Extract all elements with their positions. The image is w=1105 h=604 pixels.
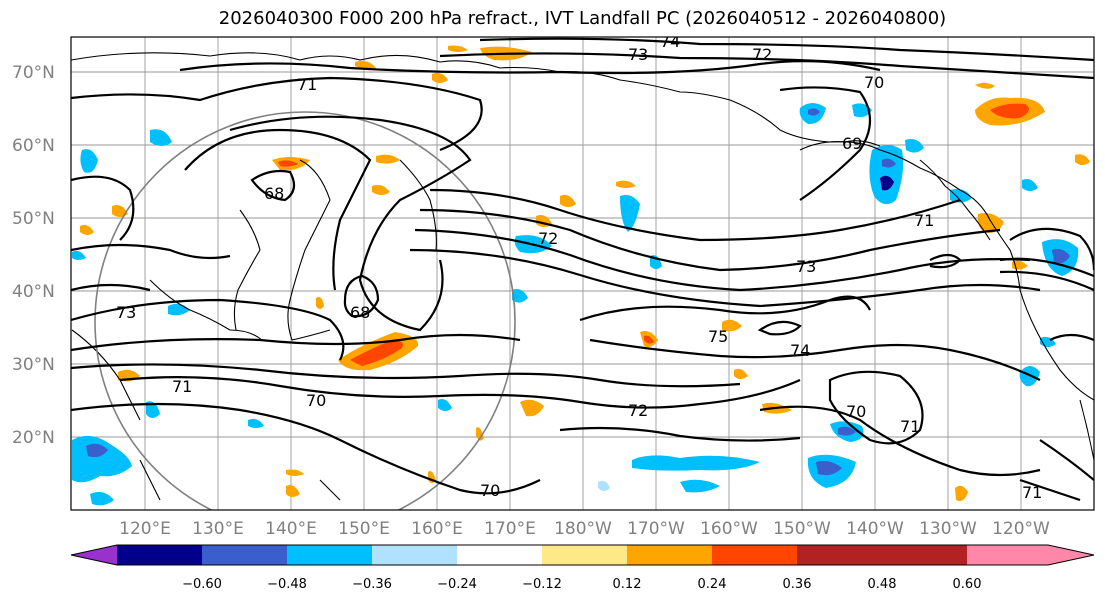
colorbar-bin bbox=[117, 545, 202, 565]
contour-label: 68 bbox=[264, 184, 284, 203]
contour-label: 71 bbox=[297, 75, 317, 94]
lon-label: 140°E bbox=[265, 519, 317, 539]
colorbar-bin bbox=[287, 545, 372, 565]
lat-label: 50°N bbox=[12, 209, 55, 229]
colorbar-extend-low bbox=[71, 545, 117, 565]
contour-label: 71 bbox=[1022, 483, 1042, 502]
lon-label: 160°W bbox=[700, 519, 758, 539]
contour-label: 70 bbox=[864, 73, 884, 92]
contour-label: 74 bbox=[790, 341, 810, 360]
lat-label: 40°N bbox=[12, 282, 55, 302]
colorbar-tick-label: −0.36 bbox=[352, 577, 392, 592]
colorbar-tick-label: −0.12 bbox=[522, 577, 562, 592]
contour-lines bbox=[71, 37, 1094, 502]
contour-labels: 74 73 72 71 70 69 68 73 72 71 73 68 75 7… bbox=[116, 32, 1042, 502]
colorbar-bin bbox=[372, 545, 457, 565]
colorbar-tick-label: 0.24 bbox=[698, 577, 727, 592]
lat-label: 30°N bbox=[12, 355, 55, 375]
map-frame bbox=[70, 36, 1095, 511]
lat-label: 60°N bbox=[12, 136, 55, 156]
colorbar-bin bbox=[457, 545, 542, 565]
coastlines bbox=[71, 52, 1094, 501]
colorbar-outline bbox=[70, 544, 1095, 566]
lon-label: 180°W bbox=[554, 519, 612, 539]
lon-label: 150°E bbox=[338, 519, 390, 539]
lat-label: 70°N bbox=[12, 63, 55, 83]
contour-label: 70 bbox=[306, 391, 326, 410]
colorbar-tick-label: 0.12 bbox=[613, 577, 642, 592]
colorbar-tick-label: −0.48 bbox=[267, 577, 307, 592]
colorbar-tick-label: 0.36 bbox=[783, 577, 812, 592]
lon-label: 150°W bbox=[773, 519, 831, 539]
colorbar-bin bbox=[202, 545, 287, 565]
contour-label: 75 bbox=[708, 327, 728, 346]
longitude-labels: 120°E 130°E 140°E 150°E 160°E 170°E 180°… bbox=[119, 519, 1050, 539]
lon-label: 130°W bbox=[919, 519, 977, 539]
reference-circle bbox=[94, 111, 516, 510]
colorbar-tick-label: 0.48 bbox=[868, 577, 897, 592]
contour-label: 68 bbox=[350, 303, 370, 322]
contour-label: 72 bbox=[628, 401, 648, 420]
colorbar-bin bbox=[967, 545, 1048, 565]
lon-label: 140°W bbox=[846, 519, 904, 539]
contour-label: 71 bbox=[172, 377, 192, 396]
colorbar-bin bbox=[712, 545, 797, 565]
contour-label: 73 bbox=[796, 257, 816, 276]
lon-label: 130°E bbox=[192, 519, 244, 539]
contour-label: 70 bbox=[846, 402, 866, 421]
contour-label: 71 bbox=[914, 211, 934, 230]
contour-label: 70 bbox=[480, 481, 500, 500]
lon-label: 120°E bbox=[119, 519, 171, 539]
contour-label: 74 bbox=[660, 32, 680, 51]
colorbar-bin bbox=[627, 545, 712, 565]
contour-label: 69 bbox=[842, 134, 862, 153]
contour-label: 71 bbox=[900, 417, 920, 436]
lon-label: 170°W bbox=[627, 519, 685, 539]
latitude-labels: 20°N 30°N 40°N 50°N 60°N 70°N bbox=[12, 63, 55, 448]
contour-label: 73 bbox=[628, 45, 648, 64]
contour-label: 73 bbox=[116, 303, 136, 322]
map-plot-area: 74 73 72 71 70 69 68 73 72 71 73 68 75 7… bbox=[71, 32, 1094, 510]
lon-label: 160°E bbox=[411, 519, 463, 539]
gridlines bbox=[71, 37, 1094, 510]
lon-label: 120°W bbox=[992, 519, 1050, 539]
lat-label: 20°N bbox=[12, 428, 55, 448]
colorbar-bin bbox=[542, 545, 627, 565]
colorbar-bin bbox=[797, 545, 882, 565]
colorbar-ticks: −0.60 −0.48 −0.36 −0.24 −0.12 0.12 0.24 … bbox=[182, 577, 981, 592]
colorbar-tick-label: −0.24 bbox=[437, 577, 477, 592]
lon-label: 170°E bbox=[484, 519, 536, 539]
map-title: 2026040300 F000 200 hPa refract., IVT La… bbox=[218, 8, 947, 29]
colorbar-tick-label: 0.60 bbox=[953, 577, 982, 592]
colorbar-tick-label: −0.60 bbox=[182, 577, 222, 592]
colorbar: −0.60 −0.48 −0.36 −0.24 −0.12 0.12 0.24 … bbox=[70, 544, 1095, 592]
contour-label: 72 bbox=[538, 229, 558, 248]
contour-label: 72 bbox=[752, 45, 772, 64]
colorbar-bin bbox=[882, 545, 967, 565]
